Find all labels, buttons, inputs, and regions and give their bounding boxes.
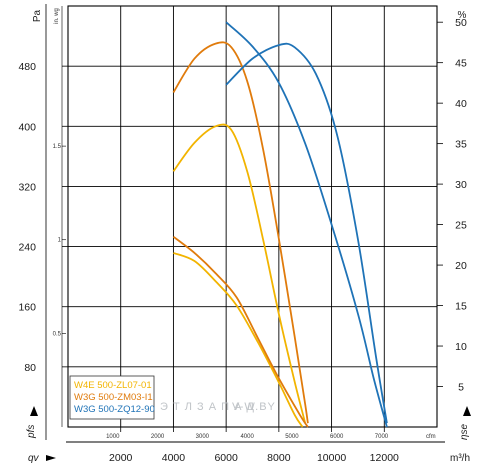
cfm-tick-label: 4000	[240, 434, 254, 440]
y-tick-label: 80	[24, 362, 36, 374]
x-axis-unit: m³/h	[450, 453, 470, 464]
cfm-tick-label: 2000	[151, 434, 165, 440]
pressure-curve-series-2	[172, 41, 309, 424]
airflow-axis-cfm: 1000 2000 3000 4000 5000 6000 7000 cfm	[106, 434, 436, 440]
eff-axis-arrow-icon	[463, 406, 471, 416]
inwg-unit: in. wg	[54, 8, 60, 24]
legend-entry-2: W3G 500-ZM03-I1	[74, 392, 153, 403]
y-tick-label: 240	[18, 242, 36, 254]
legend-entry-1: W4E 500-ZL07-01	[74, 380, 152, 391]
eff-tick-label: 25	[455, 220, 467, 232]
plot-frame	[67, 5, 438, 428]
x-tick-label: 6000	[214, 452, 238, 464]
x-tick-label: 12000	[370, 452, 399, 464]
eff-axis-symbol: ηse	[459, 423, 470, 440]
y-tick-label: 320	[18, 181, 36, 193]
airflow-axis-m3h: 2000 4000 6000 8000 10000 12000 qv m³/h	[28, 427, 470, 464]
inwg-tick-label: 0.5	[53, 331, 62, 337]
eff-tick-label: 50	[455, 17, 467, 29]
eff-tick-label: 30	[455, 179, 467, 191]
cfm-tick-label: 1000	[106, 434, 120, 440]
y-tick-label: 480	[18, 61, 36, 73]
y-axis-symbol: pfs	[26, 425, 37, 439]
inwg-tick-label: 1	[58, 238, 62, 244]
cfm-tick-label: 6000	[330, 434, 344, 440]
performance-curves	[172, 21, 388, 428]
legend-entry-3: W3G 500-ZQ12-90	[74, 404, 155, 415]
pressure-axis-inwg: 0.5 1 1.5 in. wg	[53, 6, 66, 427]
pressure-curve-series-3	[225, 42, 388, 424]
y-tick-label: 160	[18, 302, 36, 314]
cfm-tick-label: 7000	[375, 434, 389, 440]
y-tick-label: 400	[18, 121, 36, 133]
cfm-tick-label: 3000	[196, 434, 210, 440]
y-axis-arrow-icon	[30, 406, 38, 416]
eff-tick-label: 5	[458, 382, 464, 394]
eff-tick-label: 15	[455, 301, 467, 313]
eff-tick-label: 20	[455, 260, 467, 272]
x-axis-arrow-icon	[46, 455, 56, 461]
inwg-tick-label: 1.5	[53, 144, 62, 150]
efficiency-curve-series-3	[225, 21, 388, 428]
x-tick-label: 2000	[109, 452, 133, 464]
eff-tick-label: 45	[455, 58, 467, 70]
x-axis-symbol: qv	[28, 453, 40, 464]
eff-axis-unit: %	[458, 10, 467, 21]
legend-box	[69, 375, 155, 420]
eff-tick-label: 35	[455, 139, 467, 151]
cfm-unit: cfm	[426, 434, 436, 440]
cfm-tick-label: 5000	[285, 434, 299, 440]
eff-tick-label: 40	[455, 98, 467, 110]
eff-tick-label: 10	[455, 341, 467, 353]
watermark-text-1: Э Т Л З А П А Д	[160, 401, 255, 413]
x-tick-label: 4000	[162, 452, 186, 464]
chart-grid	[67, 5, 438, 428]
pressure-axis-pa: 80 160 240 320 400 480 Pa pfs	[18, 4, 68, 440]
x-tick-label: 8000	[267, 452, 291, 464]
y-axis-unit: Pa	[32, 9, 43, 22]
watermark: Э Т Л З А П А Д V-W.BY	[160, 401, 276, 413]
efficiency-curve-series-2	[172, 235, 309, 428]
efficiency-curve-series-1	[173, 252, 304, 428]
pressure-curve-series-1	[172, 123, 307, 424]
watermark-text-2: V-W.BY	[232, 401, 276, 413]
x-tick-label: 10000	[317, 452, 346, 464]
efficiency-axis: 5 10 15 20 25 30 35 40 45 50% ηse	[437, 10, 471, 440]
